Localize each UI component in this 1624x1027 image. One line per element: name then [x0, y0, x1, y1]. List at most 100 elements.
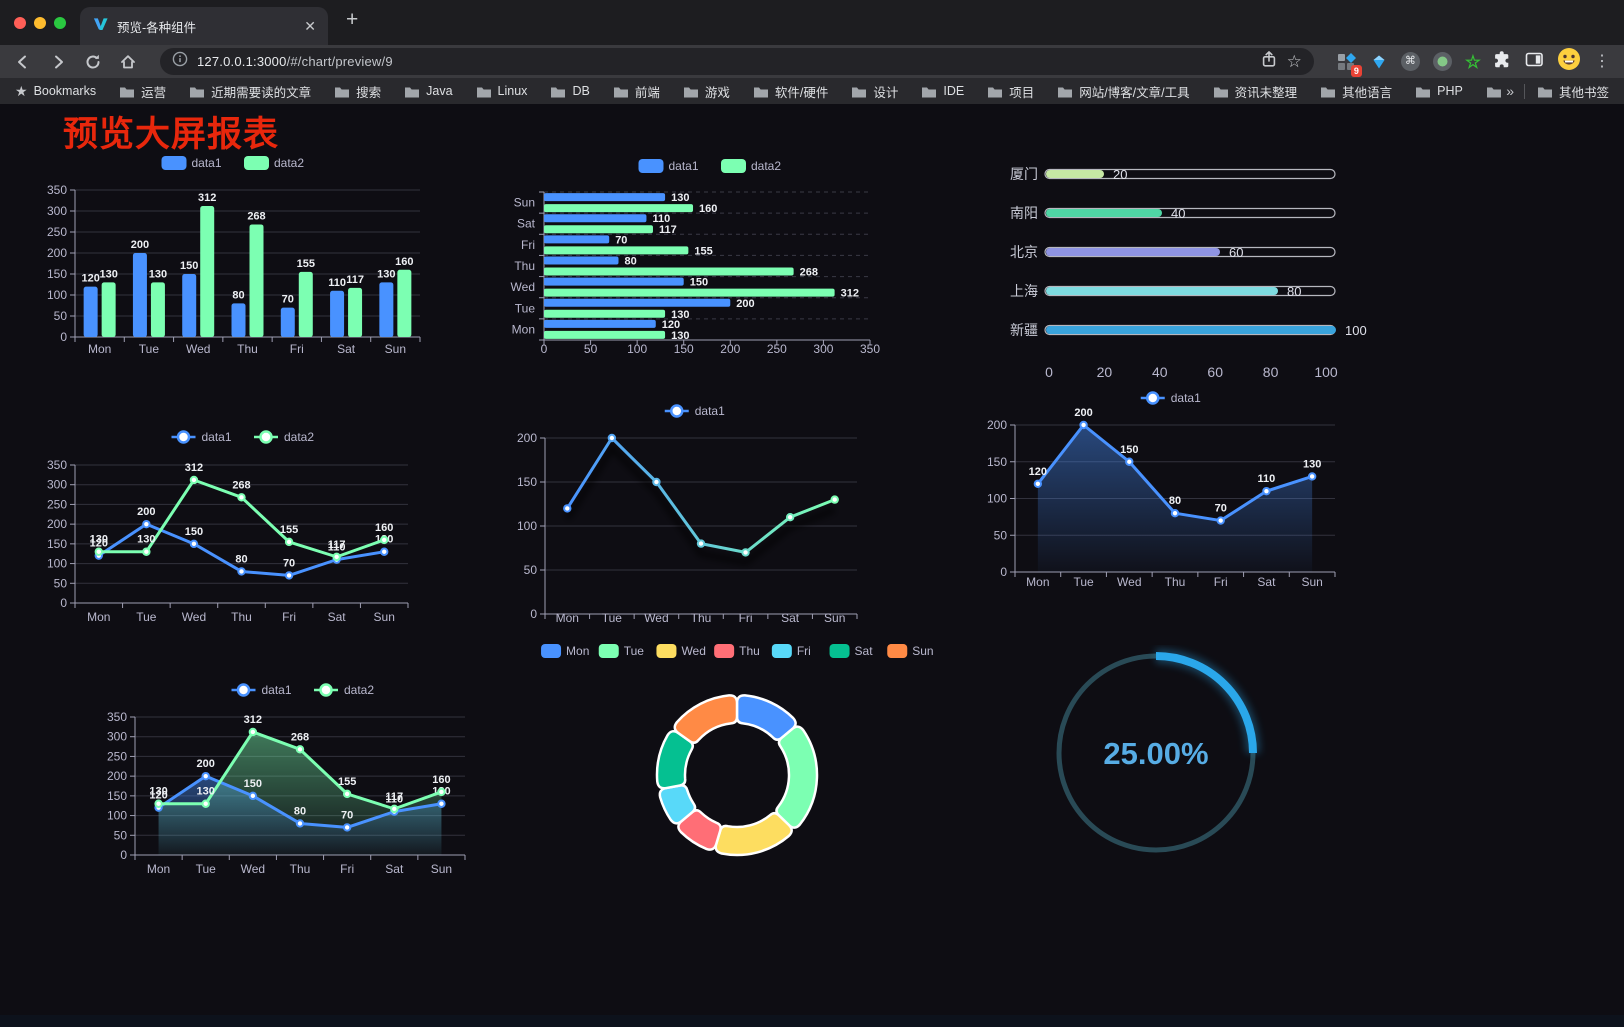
- bookmark-folder[interactable]: 运营: [119, 82, 166, 101]
- close-window-button[interactable]: [14, 17, 26, 29]
- grouped-bar-chart[interactable]: data1 data2 0 50 100 150 200 250 300 350 Mon Tue Wed…: [40, 148, 470, 383]
- pie-slice-Tue[interactable]: [775, 725, 819, 829]
- bookmark-folder[interactable]: 资讯未整理: [1213, 82, 1297, 101]
- bookmark-folder[interactable]: 搜索: [334, 82, 381, 101]
- series-data2[interactable]: 130 130 312 268 155 117 160: [90, 462, 394, 562]
- star-extension-icon[interactable]: ☆: [1464, 51, 1481, 72]
- series-data2[interactable]: 130 130 312 268 155 117 160: [544, 203, 859, 342]
- bookmark-folder[interactable]: 游戏: [683, 82, 730, 101]
- minimize-window-button[interactable]: [34, 17, 46, 29]
- series-data2[interactable]: 130 130 312 268 155 117 160: [99, 192, 414, 337]
- svg-text:312: 312: [185, 462, 203, 474]
- side-panel-icon[interactable]: [1525, 51, 1544, 73]
- horizontal-bar-chart[interactable]: data1 data2 0 50 100 150 200 250 300 350 Mon Tue Wed…: [500, 150, 930, 375]
- url-text[interactable]: 127.0.0.1:3000/#/chart/preview/9: [197, 54, 393, 69]
- single-area-line-chart[interactable]: data1 0 50 100 150 200 Mon Tue Wed Thu Fri Sat Sun 12…: [985, 388, 1400, 608]
- series-data1[interactable]: [563, 433, 839, 566]
- folder-icon: [335, 87, 350, 97]
- bookmark-folder[interactable]: 前端: [613, 82, 660, 101]
- svg-text:268: 268: [247, 210, 265, 222]
- svg-text:Fri: Fri: [340, 862, 354, 876]
- progress-row-厦门[interactable]: 厦门 20: [1010, 166, 1336, 182]
- command-extension-icon[interactable]: ⌘: [1400, 52, 1420, 71]
- bookmarks-star-icon: ★: [15, 83, 28, 99]
- extension-tabs-icon[interactable]: 9: [1337, 52, 1362, 77]
- chart-legend[interactable]: data1 data2: [231, 683, 375, 697]
- url-bar[interactable]: 127.0.0.1:3000/#/chart/preview/9 ☆: [160, 48, 1314, 75]
- tab-close-icon[interactable]: ✕: [304, 17, 316, 34]
- share-icon[interactable]: [1260, 50, 1278, 73]
- bookmark-folder-label: 其他语言: [1342, 85, 1393, 100]
- bookmark-folder[interactable]: Linux: [476, 84, 527, 98]
- dual-line-chart[interactable]: data1 data2 0 50 100 150 200 250 300 350 Mon Tue Wed…: [40, 425, 470, 650]
- bookmark-folder[interactable]: PHP: [1415, 84, 1463, 98]
- tab-title: 预览-各种组件: [117, 20, 197, 35]
- svg-text:350: 350: [47, 458, 67, 472]
- bookmarks-overflow-chevron[interactable]: »: [1506, 83, 1514, 99]
- chart-legend[interactable]: data1: [1140, 391, 1201, 405]
- svg-text:Thu: Thu: [691, 611, 712, 625]
- bookmarks-manager[interactable]: ★ Bookmarks: [15, 84, 96, 98]
- gem-extension-icon[interactable]: [1370, 53, 1388, 71]
- progress-row-上海[interactable]: 上海 80: [1010, 283, 1336, 299]
- bookmark-folder[interactable]: 其他语言: [1320, 82, 1392, 101]
- zoom-window-button[interactable]: [54, 17, 66, 29]
- progress-row-南阳[interactable]: 南阳 40: [1010, 205, 1336, 221]
- extensions-puzzle-icon[interactable]: [1494, 50, 1512, 74]
- x-axis: Mon Tue Wed Thu Fri Sat Sun: [134, 854, 466, 876]
- bookmark-folder[interactable]: 项目: [987, 82, 1034, 101]
- chart-legend[interactable]: data1 data2: [638, 159, 782, 173]
- chart-legend[interactable]: data1: [664, 404, 725, 418]
- area-single-svg: data1 0 50 100 150 200 Mon Tue Wed Thu Fri Sat Sun 12…: [987, 391, 1336, 589]
- chart-legend[interactable]: data1 data2: [171, 430, 315, 444]
- chart-legend[interactable]: data1 data2: [161, 156, 305, 170]
- extension-badge: 9: [1350, 64, 1362, 77]
- bookmark-folder-label: 软件/硬件: [774, 85, 829, 100]
- bookmark-folder[interactable]: Java: [404, 84, 453, 98]
- bookmark-folder-label: 搜索: [356, 85, 382, 100]
- gradient-line-chart[interactable]: data1 0 50 100 150 200 Mon Tue Wed Thu Fri Sat Sun: [500, 395, 930, 640]
- bookmark-folder[interactable]: 网站/博客/文章/工具: [1057, 82, 1190, 101]
- home-icon[interactable]: [119, 53, 137, 71]
- other-bookmarks-folder[interactable]: 其他书签: [1537, 82, 1609, 101]
- site-info-icon[interactable]: [172, 51, 188, 72]
- svg-text:Thu: Thu: [1165, 575, 1186, 589]
- bookmark-folder[interactable]: DB: [550, 84, 590, 98]
- bookmark-folder[interactable]: IDE: [921, 84, 964, 98]
- reload-icon[interactable]: [84, 53, 102, 71]
- gauge-chart[interactable]: 25.00%: [1035, 645, 1285, 875]
- bookmark-star-icon[interactable]: ☆: [1286, 52, 1302, 71]
- bookmark-folder[interactable]: 设计: [851, 82, 898, 101]
- folder-icon: [1321, 87, 1336, 97]
- gauge-value-label: 25.00%: [1103, 736, 1208, 771]
- chart-legend[interactable]: Mon Tue Wed Thu Fri Sat Sun: [541, 644, 934, 658]
- bookmark-folder[interactable]: 文件服务器: [1486, 82, 1504, 101]
- svg-text:data1: data1: [262, 683, 292, 697]
- progress-row-北京[interactable]: 北京 60: [1010, 244, 1336, 260]
- series-data2[interactable]: 130 130 312 268 155 117 160: [149, 714, 451, 814]
- pie-slice-Sun[interactable]: [673, 694, 739, 744]
- city-progress-bars-chart[interactable]: 厦门 20 南阳 40 北京 60 上海 80 新疆 100 0 20 40 60 80 100: [985, 153, 1400, 398]
- record-extension-icon[interactable]: [1432, 52, 1452, 71]
- progress-row-新疆[interactable]: 新疆 100: [1010, 322, 1367, 338]
- profile-avatar[interactable]: [1557, 47, 1581, 76]
- svg-text:312: 312: [244, 714, 262, 726]
- svg-text:Wed: Wed: [511, 280, 535, 294]
- bookmark-folder[interactable]: 软件/硬件: [753, 82, 828, 101]
- bookmark-folder[interactable]: 近期需要读的文章: [189, 82, 311, 101]
- new-tab-button[interactable]: +: [346, 8, 359, 31]
- donut-chart[interactable]: Mon Tue Wed Thu Fri Sat Sun: [540, 635, 940, 900]
- svg-text:268: 268: [291, 731, 309, 743]
- browser-menu-icon[interactable]: ⋮: [1594, 52, 1610, 70]
- svg-text:300: 300: [47, 478, 67, 492]
- browser-tab[interactable]: 预览-各种组件 ✕: [80, 7, 328, 45]
- gauge-progress: [1155, 652, 1257, 754]
- dual-area-line-chart[interactable]: data1 data2 0 50 100 150 200 250 300 350 Mon Tue Wed…: [100, 677, 530, 902]
- forward-icon[interactable]: [49, 53, 67, 71]
- back-icon[interactable]: [14, 53, 32, 71]
- pie-slice-Wed[interactable]: [714, 811, 793, 857]
